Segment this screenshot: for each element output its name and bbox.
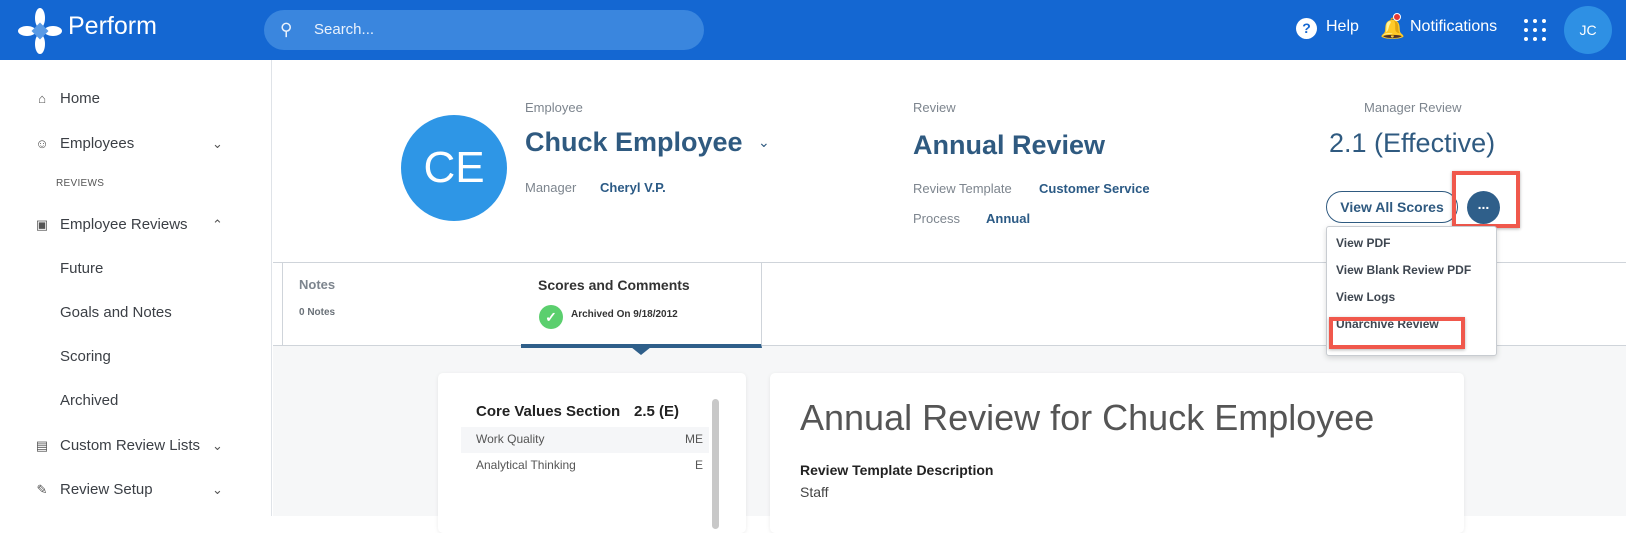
sidebar-item-label: Home: [60, 90, 101, 107]
help-icon[interactable]: ?: [1296, 18, 1317, 39]
help-link[interactable]: Help: [1326, 18, 1359, 35]
manager-label: Manager: [525, 180, 577, 195]
highlight-box: [1329, 317, 1465, 349]
sidebar-item-home[interactable]: ⌂ Home: [34, 90, 100, 107]
sidebar-item-label: Employee Reviews: [60, 216, 188, 233]
user-avatar[interactable]: JC: [1564, 6, 1612, 54]
notification-dot: [1393, 13, 1401, 21]
menu-item-view-logs[interactable]: View Logs: [1336, 290, 1396, 304]
employee-name: Chuck Employee: [525, 127, 743, 157]
home-icon: ⌂: [38, 91, 46, 106]
divider: [273, 262, 1626, 263]
menu-item-view-pdf[interactable]: View PDF: [1336, 236, 1391, 250]
tab-title: Notes: [299, 277, 336, 292]
score-row[interactable]: Analytical Thinking E: [461, 453, 709, 479]
manager-value[interactable]: Cheryl V.P.: [600, 180, 666, 195]
highlight-box: [1452, 171, 1520, 228]
search-icon: ⚲: [280, 20, 293, 39]
divider: [273, 345, 1626, 346]
section-heading: REVIEWS: [56, 178, 105, 189]
row-name: Work Quality: [476, 432, 545, 446]
tab-scores-and-comments[interactable]: Scores and Comments Archived On 9/18/201…: [521, 263, 762, 348]
row-score: E: [694, 458, 703, 472]
sidebar-item-scoring[interactable]: Scoring: [60, 348, 111, 365]
sidebar-item-label: Employees: [60, 135, 135, 152]
view-all-scores-button[interactable]: View All Scores: [1326, 191, 1458, 223]
description-value: Staff: [800, 484, 829, 500]
sidebar: [0, 60, 272, 516]
process-value[interactable]: Annual: [986, 211, 1031, 226]
sidebar-item-custom-review-lists[interactable]: ▤ Custom Review Lists ⌄: [34, 437, 234, 454]
clipboard-icon: ✎: [36, 481, 48, 497]
chevron-up-icon: ⌃: [212, 216, 223, 232]
tab-subtitle: 0 Notes: [299, 307, 336, 318]
section-score: 2.5 (E): [634, 403, 680, 420]
review-label: Review: [913, 100, 956, 115]
chevron-down-icon: ⌄: [212, 135, 223, 151]
search-placeholder: Search...: [314, 21, 375, 38]
row-name: Analytical Thinking: [476, 458, 576, 472]
sidebar-item-employee-reviews[interactable]: ▣ Employee Reviews ⌃: [34, 216, 234, 233]
chart-icon: ▤: [35, 437, 49, 453]
sidebar-item-archived[interactable]: Archived: [60, 392, 119, 409]
perform-logo-icon: [18, 8, 62, 54]
scrollbar[interactable]: [712, 399, 719, 529]
row-score: ME: [685, 432, 703, 446]
manager-review-score: 2.1 (Effective): [1329, 128, 1496, 158]
tab-notes[interactable]: Notes 0 Notes: [282, 263, 522, 345]
tab-title: Scores and Comments: [538, 277, 690, 293]
manager-review-label: Manager Review: [1364, 100, 1462, 115]
menu-item-view-blank-review-pdf[interactable]: View Blank Review PDF: [1336, 263, 1472, 277]
score-row[interactable]: Work Quality ME: [461, 427, 709, 453]
sidebar-item-employees[interactable]: ☺ Employees ⌄: [34, 135, 234, 152]
notifications-link[interactable]: Notifications: [1410, 18, 1498, 35]
scores-panel: Core Values Section 2.5 (E) Work Quality…: [438, 373, 746, 533]
employee-avatar: CE: [401, 115, 507, 221]
check-circle-icon: ✓: [539, 305, 563, 329]
badge-icon: ▣: [35, 216, 49, 232]
people-icon: ☺: [35, 136, 49, 151]
review-template-value[interactable]: Customer Service: [1039, 181, 1150, 196]
sidebar-item-future[interactable]: Future: [60, 260, 104, 277]
bell-icon[interactable]: 🔔: [1380, 18, 1405, 40]
section-title: Core Values Section: [476, 403, 621, 420]
apps-grid-icon[interactable]: [1524, 19, 1546, 41]
employee-label: Employee: [525, 100, 583, 115]
review-template-label: Review Template: [913, 181, 1012, 196]
search-input[interactable]: ⚲ Search...: [264, 10, 704, 50]
chevron-down-icon: ⌄: [212, 437, 223, 453]
review-document-title: Annual Review for Chuck Employee: [800, 397, 1375, 438]
review-document: Annual Review for Chuck Employee Review …: [770, 373, 1464, 533]
archived-status: Archived On 9/18/2012: [571, 309, 678, 320]
sidebar-item-label: Custom Review Lists: [60, 437, 201, 454]
process-label: Process: [913, 211, 960, 226]
employee-dropdown-chevron-icon[interactable]: ⌄: [758, 134, 770, 150]
sidebar-item-label: Review Setup: [60, 481, 153, 498]
more-options-button[interactable]: ...: [1467, 191, 1500, 224]
description-label: Review Template Description: [800, 462, 994, 478]
tab-pointer: [631, 347, 651, 355]
sidebar-item-review-setup[interactable]: ✎ Review Setup ⌄: [34, 481, 234, 498]
chevron-down-icon: ⌄: [212, 481, 223, 497]
review-name: Annual Review: [913, 130, 1106, 160]
sidebar-item-goals-and-notes[interactable]: Goals and Notes: [60, 304, 172, 321]
brand-name[interactable]: Perform: [68, 12, 157, 40]
